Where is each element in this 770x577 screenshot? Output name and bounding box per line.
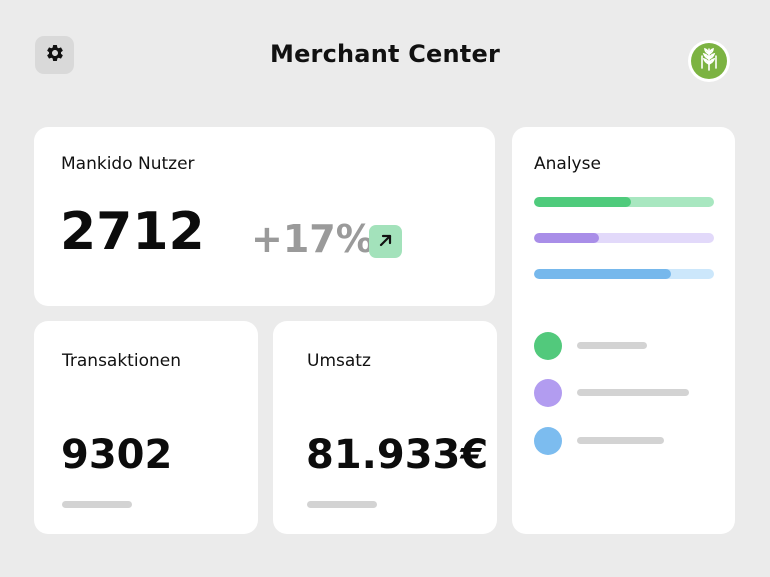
analysis-bar-blue [534,269,714,279]
users-label: Mankido Nutzer [61,154,195,174]
transactions-card: Transaktionen 9302 [34,321,258,534]
legend-line-purple [577,389,689,396]
transactions-placeholder-line [62,501,132,508]
revenue-placeholder-line [307,501,377,508]
arrow-up-right-icon [378,232,394,252]
analysis-bar-purple [534,233,714,243]
legend-dot-blue [534,427,562,455]
analysis-bar-green [534,197,714,207]
revenue-value: 81.933€ [306,432,489,478]
revenue-label: Umsatz [307,351,371,371]
wheat-icon [697,46,721,76]
settings-button[interactable] [35,36,74,74]
legend-dot-green [534,332,562,360]
gear-icon [45,43,65,67]
transactions-value: 9302 [61,432,173,478]
trend-badge [369,225,402,258]
users-value: 2712 [60,202,205,262]
legend-dot-purple [534,379,562,407]
users-delta: +17% [251,217,374,261]
legend-line-green [577,342,647,349]
legend-line-blue [577,437,664,444]
transactions-label: Transaktionen [62,351,181,371]
page-title: Merchant Center [270,40,500,68]
avatar[interactable] [688,40,730,82]
users-card: Mankido Nutzer 2712 +17% [34,127,495,306]
revenue-card: Umsatz 81.933€ [273,321,497,534]
analysis-label: Analyse [534,154,601,174]
analysis-card: Analyse [512,127,735,534]
